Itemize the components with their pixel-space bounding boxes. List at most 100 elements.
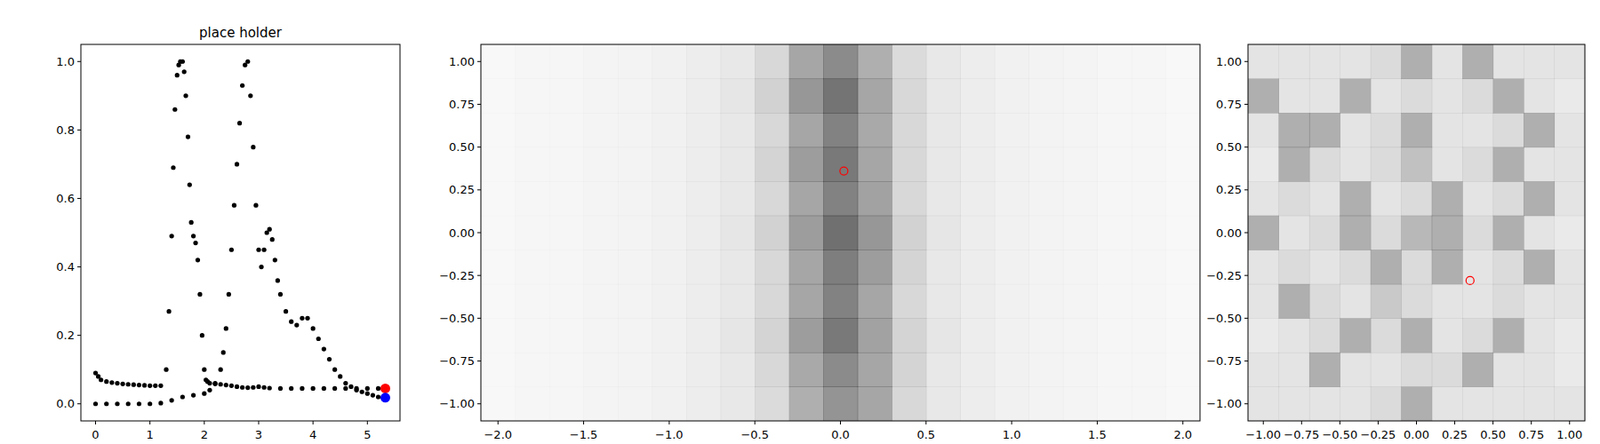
density-cell bbox=[1462, 44, 1494, 80]
density-cell bbox=[549, 249, 584, 285]
data-point bbox=[136, 401, 142, 407]
density-cell bbox=[515, 284, 551, 320]
data-point bbox=[380, 384, 391, 394]
density-cell bbox=[549, 181, 584, 216]
density-cell bbox=[1063, 147, 1098, 183]
density-cell bbox=[1554, 318, 1585, 353]
density-cell bbox=[617, 44, 653, 80]
data-point bbox=[332, 386, 337, 392]
data-point bbox=[201, 392, 207, 397]
density-cell bbox=[1309, 79, 1341, 114]
x-tick bbox=[312, 421, 314, 425]
axes-frame bbox=[480, 44, 1200, 422]
density-cell bbox=[1370, 318, 1402, 353]
density-cell bbox=[1096, 216, 1132, 251]
density-cell bbox=[584, 352, 619, 388]
density-cell bbox=[1493, 216, 1525, 251]
density-cell bbox=[1400, 216, 1432, 251]
density-cell bbox=[857, 44, 893, 80]
density-cell bbox=[1131, 352, 1167, 388]
data-point bbox=[136, 383, 142, 388]
density-cell bbox=[1523, 249, 1555, 285]
y-tick bbox=[1244, 146, 1248, 148]
density-cell bbox=[480, 79, 516, 114]
density-cell bbox=[1096, 318, 1132, 353]
density-cell bbox=[1165, 216, 1200, 251]
y-tick bbox=[477, 146, 481, 148]
data-point bbox=[180, 394, 185, 400]
density-cell bbox=[1165, 284, 1200, 320]
data-point bbox=[283, 309, 288, 314]
density-cell bbox=[1028, 216, 1064, 251]
density-cell bbox=[617, 147, 653, 183]
density-cell bbox=[1028, 147, 1064, 183]
y-tick-label: 1.0 bbox=[56, 55, 75, 69]
density-cell bbox=[1554, 147, 1585, 183]
density-cell bbox=[617, 181, 653, 216]
density-cell bbox=[686, 181, 721, 216]
density-cell bbox=[994, 249, 1030, 285]
density-cell bbox=[652, 112, 688, 148]
density-cell bbox=[926, 147, 961, 183]
data-point bbox=[221, 350, 226, 355]
x-tick-label: −0.50 bbox=[1321, 428, 1358, 442]
density-cell bbox=[891, 352, 927, 388]
x-tick bbox=[1182, 421, 1184, 425]
density-cell bbox=[1462, 318, 1494, 353]
y-tick bbox=[1244, 189, 1248, 191]
density-cell bbox=[617, 284, 653, 320]
density-cell bbox=[720, 386, 756, 422]
density-cell bbox=[1063, 318, 1098, 353]
density-cell bbox=[789, 79, 824, 114]
density-cell bbox=[515, 79, 551, 114]
density-cell bbox=[686, 352, 721, 388]
density-cell bbox=[720, 216, 756, 251]
density-cell bbox=[926, 79, 961, 114]
density-cell bbox=[549, 386, 584, 422]
density-cell bbox=[994, 112, 1030, 148]
density-cell bbox=[686, 318, 721, 353]
density-cell bbox=[686, 44, 721, 80]
x-tick bbox=[1377, 421, 1379, 425]
density-cell bbox=[1493, 44, 1525, 80]
data-point bbox=[1465, 276, 1474, 285]
data-point bbox=[311, 386, 316, 392]
data-point bbox=[142, 383, 147, 388]
x-tick-label: −1.5 bbox=[569, 428, 599, 442]
data-point bbox=[180, 59, 185, 64]
density-cell bbox=[549, 352, 584, 388]
data-point bbox=[226, 292, 232, 297]
density-cell bbox=[926, 318, 961, 353]
density-cell bbox=[960, 318, 995, 353]
density-cell bbox=[823, 112, 858, 148]
density-cell bbox=[1339, 147, 1371, 183]
density-cell bbox=[1063, 284, 1098, 320]
x-tick bbox=[754, 421, 756, 425]
density-cell bbox=[1278, 44, 1310, 80]
data-point bbox=[262, 385, 267, 391]
density-cell bbox=[994, 284, 1030, 320]
density-cell bbox=[515, 112, 551, 148]
density-cell bbox=[891, 147, 927, 183]
density-cell bbox=[1131, 147, 1167, 183]
density-cell bbox=[754, 79, 790, 114]
density-cell bbox=[720, 249, 756, 285]
x-tick bbox=[583, 421, 584, 425]
density-cell bbox=[549, 79, 584, 114]
density-cell bbox=[1309, 181, 1341, 216]
density-cell bbox=[1554, 386, 1585, 422]
axes: −1.00−0.75−0.50−0.250.000.250.500.751.00… bbox=[1206, 44, 1585, 442]
density-cell bbox=[1493, 147, 1525, 183]
density-cell bbox=[1028, 44, 1064, 80]
density-cell bbox=[720, 44, 756, 80]
density-cell bbox=[1248, 216, 1280, 251]
data-point bbox=[348, 384, 353, 390]
density-cell bbox=[1493, 181, 1525, 216]
density-cell bbox=[1493, 79, 1525, 114]
density-cell bbox=[789, 352, 824, 388]
density-cell bbox=[617, 216, 653, 251]
density-cell bbox=[584, 79, 619, 114]
density-cell bbox=[652, 352, 688, 388]
density-cell bbox=[754, 112, 790, 148]
density-cell bbox=[652, 284, 688, 320]
